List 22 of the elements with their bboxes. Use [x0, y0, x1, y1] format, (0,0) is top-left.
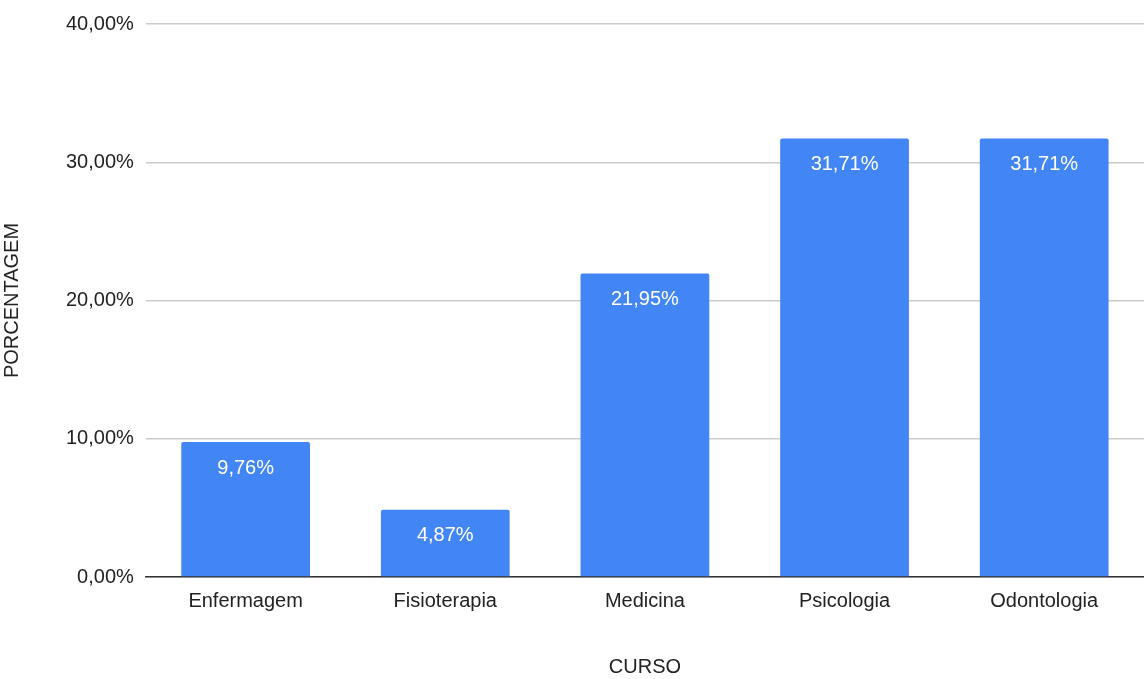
bar	[580, 273, 710, 577]
y-axis-title: PORCENTAGEM	[0, 222, 22, 379]
data-label: 31,71%	[1010, 152, 1079, 175]
x-axis-title: CURSO	[608, 654, 682, 677]
bar	[780, 138, 909, 577]
data-label: 4,87%	[416, 523, 474, 546]
bar	[380, 509, 510, 577]
y-tick-label: 40,00%	[65, 11, 135, 34]
y-tick-label: 20,00%	[65, 288, 135, 311]
y-tick-label: 10,00%	[65, 426, 135, 449]
data-label: 21,95%	[610, 287, 680, 310]
bar	[181, 442, 311, 577]
y-tick-label: 30,00%	[65, 149, 135, 172]
data-label: 31,71%	[810, 152, 879, 175]
y-tick-label: 0,00%	[77, 564, 135, 587]
data-label: 9,76%	[217, 455, 275, 478]
x-tick-label: Enfermagem	[188, 588, 303, 611]
x-tick-label: Fisioterapia	[393, 588, 498, 611]
x-tick-label: Odontologia	[990, 588, 1099, 611]
bar	[979, 138, 1109, 577]
x-tick-label: Medicina	[604, 588, 686, 611]
x-tick-label: Psicologia	[798, 588, 891, 611]
